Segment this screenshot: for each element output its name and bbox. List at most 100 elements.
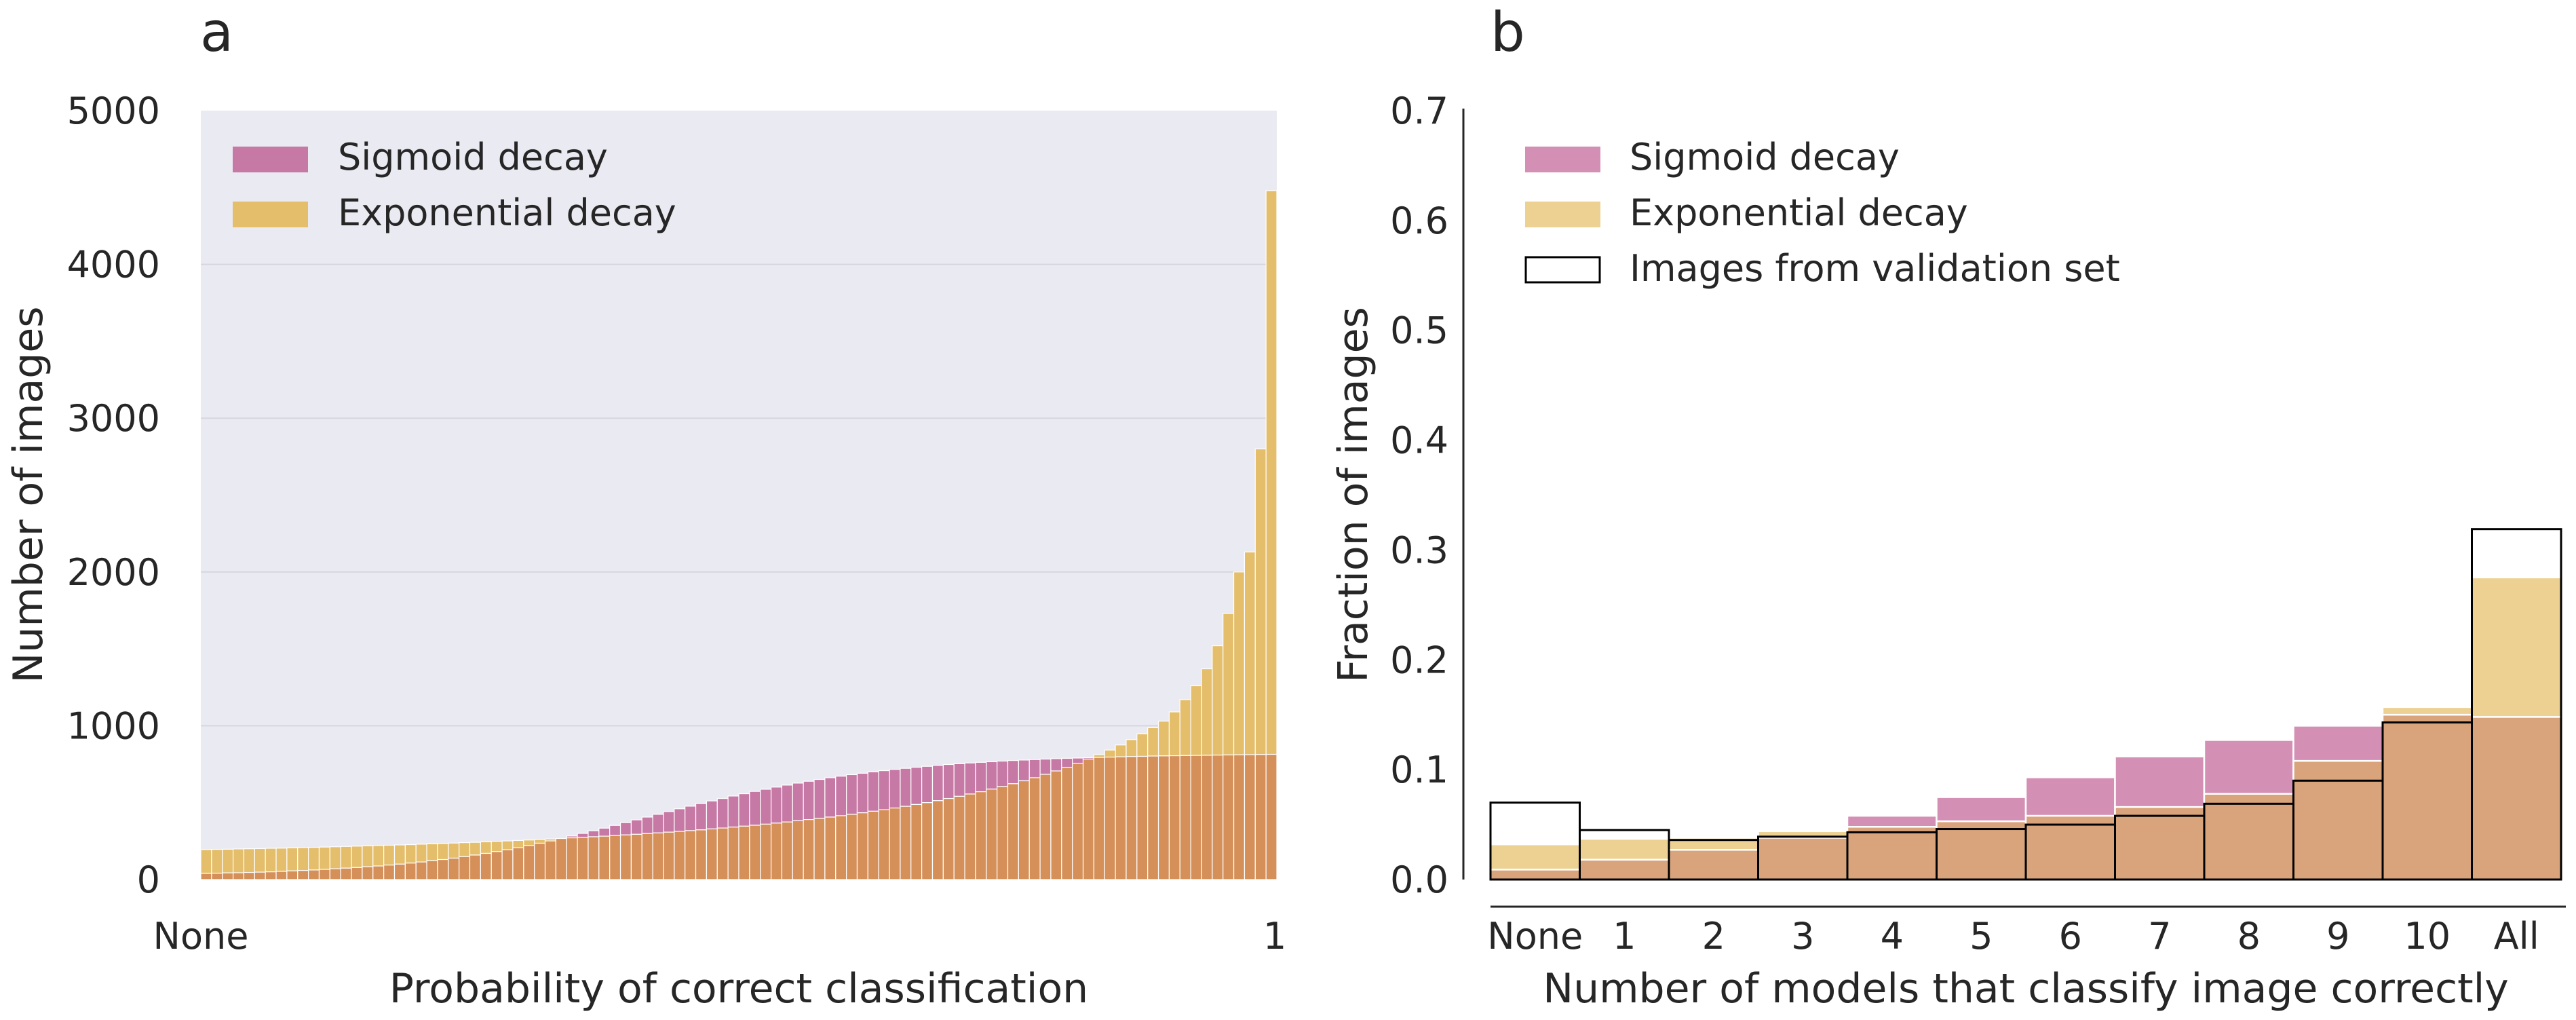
panel-a-bar-exponential-3 xyxy=(232,848,245,873)
panel-a-bar-sigmoid-36 xyxy=(588,830,600,837)
panel-a-bar-exponential-99 xyxy=(1265,190,1277,755)
panel-a-bar-overlap-73 xyxy=(986,789,998,880)
panel-a-bar-sigmoid-59 xyxy=(835,776,847,816)
panel-a-bar-sigmoid-53 xyxy=(770,787,783,824)
panel-a-bar-overlap-47 xyxy=(706,828,718,880)
panel-a-bar-overlap-75 xyxy=(1007,783,1019,880)
panel-a-bar-sigmoid-45 xyxy=(685,806,697,831)
panel-a-bar-sigmoid-76 xyxy=(1018,759,1030,782)
panel-a-bar-exponential-21 xyxy=(426,843,438,861)
panel-a-bar-exponential-22 xyxy=(437,843,449,861)
panel-a-bar-overlap-44 xyxy=(674,831,686,880)
panel-a-bar-sigmoid-43 xyxy=(663,811,675,833)
panel-a-bar-overlap-33 xyxy=(555,837,567,880)
panel-a-bar-exponential-84 xyxy=(1104,749,1116,758)
panel-a-bar-sigmoid-56 xyxy=(803,780,815,820)
panel-a-bar-exponential-86 xyxy=(1126,739,1138,757)
panel-a-bar-exponential-20 xyxy=(415,844,427,863)
panel-b-x-tick-label: None xyxy=(1487,915,1583,958)
panel-a-bar-exponential-95 xyxy=(1223,613,1235,756)
panel-a-bar-exponential-29 xyxy=(512,839,524,848)
panel-a-y-tick-label: 0 xyxy=(137,858,160,901)
panel-a-bar-overlap-12 xyxy=(329,868,341,880)
panel-a-bar-exponential-24 xyxy=(459,842,471,857)
panel-a-bar-sigmoid-38 xyxy=(609,825,621,836)
panel-a-bar-overlap-89 xyxy=(1157,755,1170,880)
panel-b-bar-exponential-0 xyxy=(1489,843,1581,871)
panel-a-bar-overlap-22 xyxy=(437,858,449,880)
panel-a-y-tick-label: 2000 xyxy=(67,551,160,594)
panel-b: b 0.0 0.1 0.2 0.3 0.4 0.5 0.6 0.7 None 1 2 3 4 5 6 7 8 9… xyxy=(1330,1,2566,1013)
panel-a-bar-exponential-91 xyxy=(1179,699,1191,756)
panel-b-bar-overlap-0 xyxy=(1489,869,1581,881)
panel-b-bar-overlap-10 xyxy=(2381,713,2473,881)
panel-a-bar-overlap-86 xyxy=(1126,756,1138,880)
panel-a-bar-exponential-11 xyxy=(318,846,330,870)
panel-a-bar-exponential-96 xyxy=(1233,571,1246,755)
panel-a-plot-background xyxy=(201,111,1277,880)
panel-a-bar-exponential-90 xyxy=(1168,711,1180,757)
panel-a-bar-sigmoid-65 xyxy=(900,768,912,807)
panel-a-bar-exponential-25 xyxy=(469,842,481,856)
panel-a-bar-overlap-83 xyxy=(1093,757,1105,880)
panel-a-bar-sigmoid-51 xyxy=(749,791,761,826)
panel-a-bar-overlap-53 xyxy=(770,823,783,880)
panel-a-bar-overlap-95 xyxy=(1223,754,1235,880)
panel-a-bar-sigmoid-47 xyxy=(706,800,718,830)
panel-a-bar-overlap-59 xyxy=(835,815,847,880)
legend-label-exponential-a: Exponential decay xyxy=(338,191,676,234)
panel-a-bar-overlap-80 xyxy=(1061,766,1073,880)
panel-a-label: a xyxy=(200,1,233,64)
panel-b-y-tick-label: 0.5 xyxy=(1390,309,1448,352)
panel-a-bar-sigmoid-35 xyxy=(577,833,589,838)
panel-b-y-tick-label: 0.3 xyxy=(1390,529,1448,571)
panel-a-bar-overlap-8 xyxy=(286,870,299,880)
panel-a-bar-exponential-13 xyxy=(340,846,352,869)
panel-b-x-tick-label: 1 xyxy=(1613,915,1636,958)
legend-swatch-sigmoid-b xyxy=(1525,147,1600,172)
panel-a-bar-sigmoid-46 xyxy=(695,803,708,831)
panel-a-bar-overlap-96 xyxy=(1233,754,1246,880)
panel-b-bar-overlap-11 xyxy=(2471,716,2562,881)
panel-a-bar-overlap-16 xyxy=(372,865,385,880)
panel-a-bar-exponential-0 xyxy=(200,849,212,874)
panel-a-bar-overlap-40 xyxy=(630,833,642,880)
panel-a-bar-overlap-60 xyxy=(845,814,858,880)
panel-a-bar-sigmoid-52 xyxy=(760,789,772,825)
panel-a-bar-exponential-23 xyxy=(448,842,460,859)
panel-a-bar-exponential-27 xyxy=(491,841,503,852)
panel-a-bar-overlap-94 xyxy=(1212,755,1224,880)
panel-b-bar-sigmoid-9 xyxy=(2292,725,2384,762)
panel-a-bar-overlap-64 xyxy=(889,808,901,880)
panel-a-bar-sigmoid-67 xyxy=(921,766,934,804)
panel-a-bar-overlap-6 xyxy=(265,871,277,880)
panel-a-bar-overlap-69 xyxy=(942,797,955,880)
panel-a-bar-overlap-2 xyxy=(222,872,234,880)
panel-a-bar-overlap-65 xyxy=(900,806,912,880)
panel-a-bar-overlap-26 xyxy=(480,852,492,880)
panel-a-bar-exponential-87 xyxy=(1136,733,1149,757)
panel-a-bar-overlap-49 xyxy=(727,827,739,880)
panel-a-bar-exponential-94 xyxy=(1212,645,1224,756)
panel-a-bar-sigmoid-73 xyxy=(986,761,998,790)
panel-a-bar-exponential-30 xyxy=(523,839,535,846)
panel-a-bar-exponential-88 xyxy=(1147,727,1159,757)
panel-a-bar-overlap-87 xyxy=(1136,755,1149,880)
panel-b-y-ticks: 0.0 0.1 0.2 0.3 0.4 0.5 0.6 0.7 xyxy=(1390,90,1448,901)
panel-a-bar-exponential-7 xyxy=(275,848,288,872)
panel-a-bar-overlap-58 xyxy=(824,816,837,880)
panel-b-bar-overlap-4 xyxy=(1846,826,1938,881)
panel-b-x-tick-label: 4 xyxy=(1881,915,1904,958)
panel-a-bar-exponential-4 xyxy=(243,848,255,873)
panel-a-x-tick-one: 1 xyxy=(1263,915,1286,958)
panel-a-bar-overlap-54 xyxy=(781,821,793,880)
panel-a-bar-sigmoid-44 xyxy=(674,808,686,832)
panel-b-y-tick-label: 0.2 xyxy=(1390,639,1448,681)
panel-a-bar-sigmoid-70 xyxy=(953,763,965,797)
panel-a-bar-overlap-48 xyxy=(716,827,729,880)
panel-b-y-tick-label: 0.1 xyxy=(1390,749,1448,791)
panel-a-bar-sigmoid-54 xyxy=(781,785,793,823)
panel-a-bar-overlap-98 xyxy=(1254,754,1267,880)
panel-a-bar-sigmoid-55 xyxy=(792,782,804,822)
